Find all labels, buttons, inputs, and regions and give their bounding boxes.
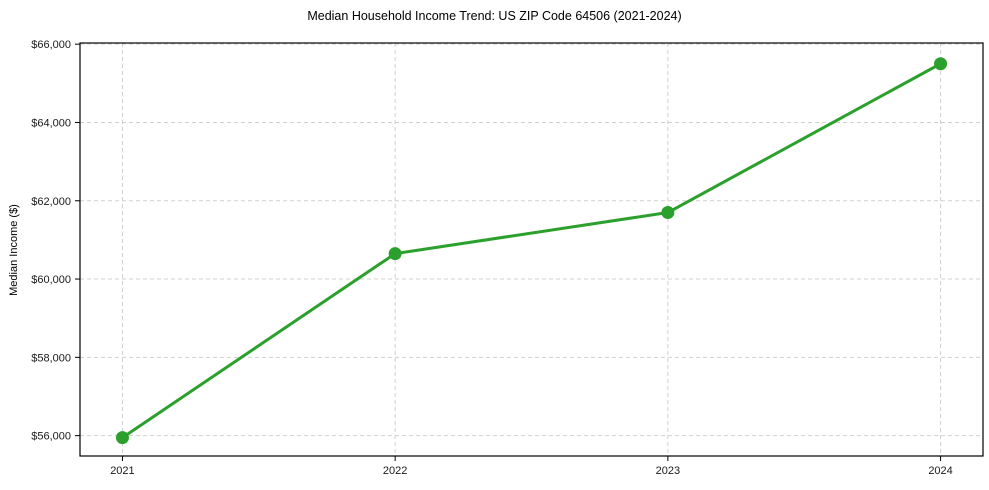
x-tick-label: 2024	[928, 465, 952, 477]
x-tick-label: 2021	[110, 465, 134, 477]
y-tick-label: $56,000	[31, 431, 71, 443]
y-tick-label: $58,000	[31, 352, 71, 364]
chart-title: Median Household Income Trend: US ZIP Co…	[307, 9, 682, 23]
x-tick-label: 2023	[656, 465, 680, 477]
data-point	[934, 57, 948, 71]
y-tick-label: $66,000	[31, 39, 71, 51]
y-tick-label: $62,000	[31, 196, 71, 208]
y-tick-label: $64,000	[31, 117, 71, 129]
data-point	[388, 247, 402, 261]
y-tick-label: $60,000	[31, 274, 71, 286]
data-point	[661, 206, 675, 220]
x-tick-label: 2022	[383, 465, 407, 477]
trend-line	[120, 62, 943, 440]
data-point	[115, 431, 129, 445]
plot-border	[79, 42, 984, 457]
